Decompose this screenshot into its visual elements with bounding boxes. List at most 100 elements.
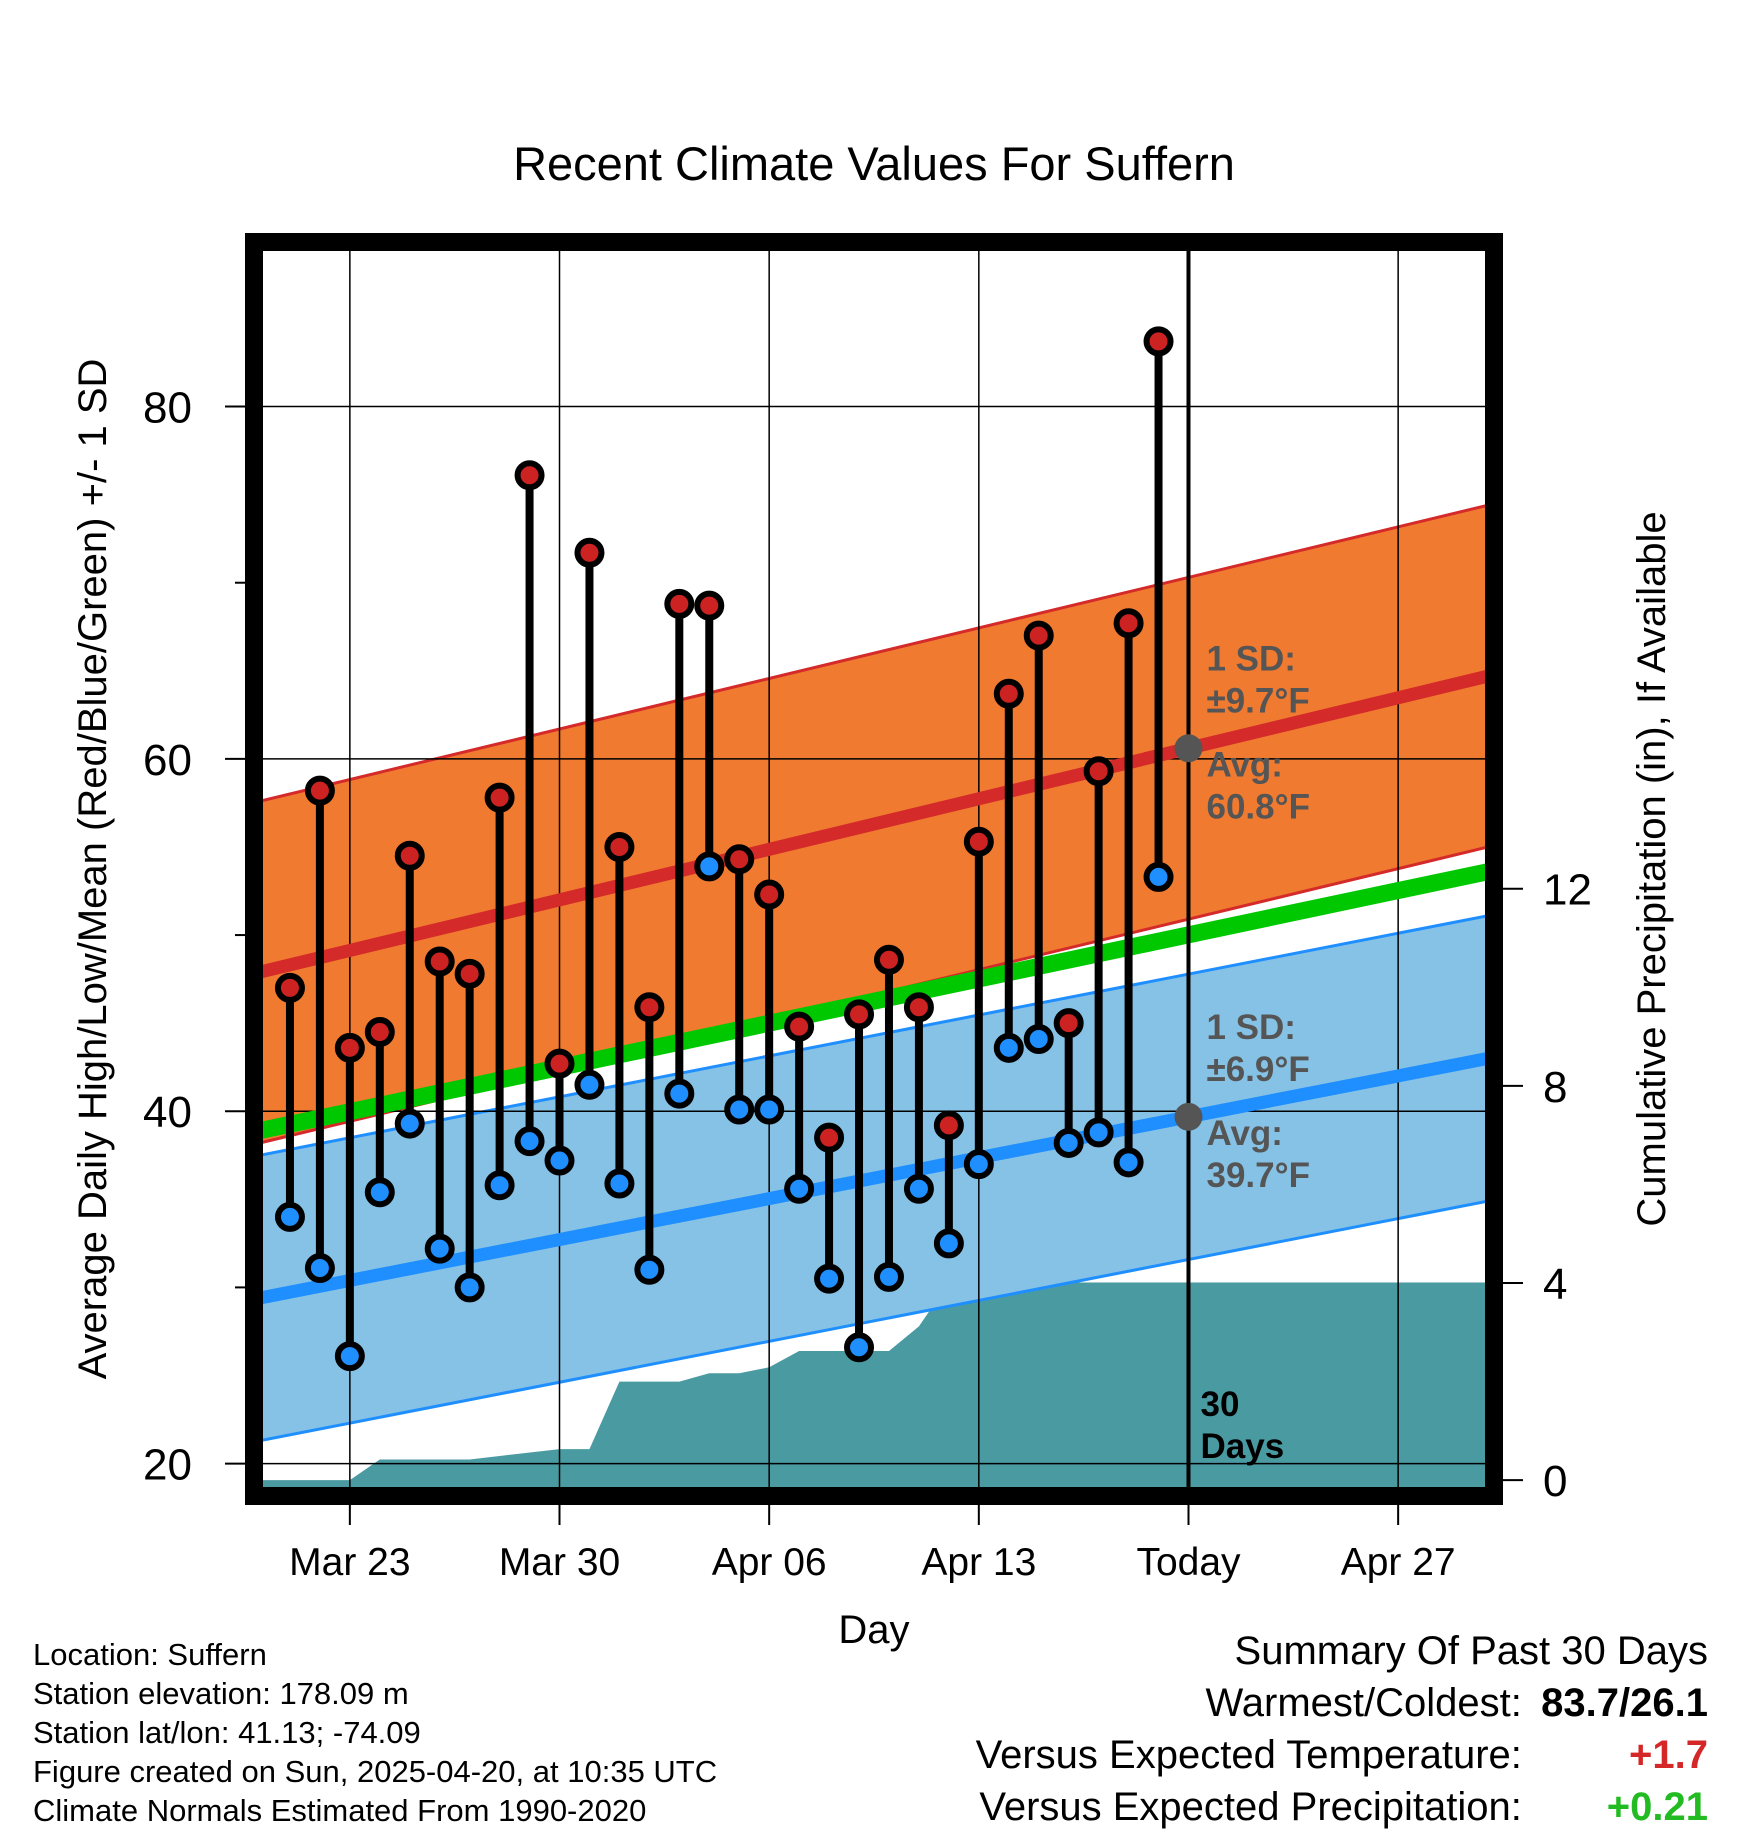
daily-low-point [844, 1332, 875, 1363]
daily-high-point [484, 782, 515, 813]
y2-tick-label: 4 [1543, 1260, 1567, 1309]
x-tick-label: Mar 30 [499, 1541, 620, 1584]
daily-high-point [814, 1122, 845, 1153]
normal-mean-line [260, 863, 1488, 1139]
daily-low-point [694, 851, 725, 882]
period-label-unit: Days [1200, 1427, 1284, 1466]
daily-low-point [1143, 861, 1174, 892]
daily-high-point [784, 1011, 815, 1042]
daily-low-point [1023, 1024, 1054, 1055]
daily-high-point [993, 678, 1024, 709]
x-axis-label: Day [838, 1608, 909, 1652]
daily-high-point [604, 831, 635, 862]
daily-high-point [544, 1048, 575, 1079]
low-avg-label: Avg: [1206, 1114, 1282, 1153]
warmest-coldest-value: 83.7/26.1 [1541, 1681, 1708, 1725]
low-sd-label: 1 SD: [1206, 1008, 1295, 1047]
daily-low-point [933, 1228, 964, 1259]
y-tick-label: 20 [143, 1441, 192, 1490]
daily-low-point [544, 1145, 575, 1176]
y-tick-label: 40 [143, 1088, 192, 1137]
high-sd-value: ±9.7°F [1206, 681, 1309, 720]
low-sd-value: ±6.9°F [1206, 1050, 1309, 1089]
daily-high-point [1053, 1008, 1084, 1039]
daily-high-point [364, 1016, 395, 1047]
daily-low-point [604, 1168, 635, 1199]
daily-low-point [754, 1094, 785, 1125]
temp-departure-row: Versus Expected Temperature: +1.7 [976, 1729, 1708, 1781]
daily-high-point [514, 460, 545, 491]
precip-departure-row: Versus Expected Precipitation: +0.21 [976, 1781, 1708, 1833]
chart-title: Recent Climate Values For Suffern [513, 137, 1235, 190]
daily-low-point [394, 1108, 425, 1139]
daily-high-point [424, 946, 455, 977]
daily-low-point [424, 1233, 455, 1264]
daily-low-point [1053, 1127, 1084, 1158]
daily-low-point [454, 1272, 485, 1303]
precip-departure-value: +0.21 [1606, 1785, 1708, 1829]
location-text: Location: Suffern [33, 1637, 267, 1672]
warmest-coldest-label: Warmest/Coldest: [1205, 1681, 1522, 1725]
daily-low-point [873, 1261, 904, 1292]
low-avg-value: 39.7°F [1206, 1156, 1310, 1195]
station-info: Location: Suffern Station elevation: 178… [33, 1635, 717, 1830]
daily-low-point [634, 1254, 665, 1285]
normal-low-line [260, 1052, 1488, 1305]
daily-high-point [694, 590, 725, 621]
temp-departure-label: Versus Expected Temperature: [975, 1733, 1522, 1777]
normal-high-upper-edge [260, 503, 1488, 803]
precip-area [260, 1282, 1488, 1490]
daily-high-point [933, 1110, 964, 1141]
daily-low-point [724, 1094, 755, 1125]
daily-high-point [454, 958, 485, 989]
period-label-number: 30 [1200, 1385, 1239, 1424]
created-text: Figure created on Sun, 2025-04-20, at 10… [33, 1754, 718, 1789]
normal-high-line [260, 669, 1488, 979]
daily-high-point [1023, 620, 1054, 651]
daily-high-point [1083, 756, 1114, 787]
y2-tick-label: 0 [1543, 1457, 1567, 1506]
x-tick-label: Apr 06 [712, 1541, 827, 1584]
plot-frame [245, 233, 1503, 1505]
daily-low-point [364, 1177, 395, 1208]
daily-high-point [334, 1032, 365, 1063]
daily-low-point [814, 1263, 845, 1294]
daily-low-point [514, 1126, 545, 1157]
y2-tick-label: 12 [1543, 866, 1592, 915]
daily-high-point [574, 537, 605, 568]
daily-low-point [1083, 1117, 1114, 1148]
daily-high-point [634, 992, 665, 1023]
y-axis-label: Average Daily High/Low/Mean (Red/Blue/Gr… [71, 359, 115, 1380]
today-normal-low-marker [1174, 1102, 1203, 1131]
high-sd-label: 1 SD: [1206, 639, 1295, 678]
x-tick-label: Mar 23 [289, 1541, 410, 1584]
normal-low-upper-edge [260, 914, 1488, 1157]
y-tick-label: 60 [143, 736, 192, 785]
daily-high-point [754, 879, 785, 910]
normals-text: Climate Normals Estimated From 1990-2020 [33, 1793, 647, 1828]
elevation-text: Station elevation: 178.09 m [33, 1676, 409, 1711]
daily-high-point [963, 826, 994, 857]
precip-departure-label: Versus Expected Precipitation: [979, 1785, 1522, 1829]
daily-low-point [664, 1078, 695, 1109]
daily-high-point [844, 999, 875, 1030]
daily-high-point [1113, 608, 1144, 639]
daily-low-point [903, 1173, 934, 1204]
daily-high-point [304, 775, 335, 806]
x-tick-label: Today [1136, 1541, 1241, 1584]
latlon-text: Station lat/lon: 41.13; -74.09 [33, 1715, 421, 1750]
today-normal-high-marker [1174, 734, 1203, 763]
summary-panel: Summary Of Past 30 Days Warmest/Coldest:… [976, 1625, 1708, 1833]
daily-low-point [574, 1069, 605, 1100]
x-tick-label: Apr 27 [1341, 1541, 1456, 1584]
daily-low-point [274, 1201, 305, 1232]
daily-high-point [1143, 326, 1174, 357]
high-avg-label: Avg: [1206, 745, 1282, 784]
normal-low-lower-edge [260, 1199, 1488, 1443]
warmest-coldest-row: Warmest/Coldest: 83.7/26.1 [976, 1677, 1709, 1729]
y2-tick-label: 8 [1543, 1063, 1567, 1112]
temp-departure-value: +1.7 [1629, 1733, 1708, 1777]
daily-high-point [394, 840, 425, 871]
summary-heading: Summary Of Past 30 Days [1234, 1629, 1708, 1673]
